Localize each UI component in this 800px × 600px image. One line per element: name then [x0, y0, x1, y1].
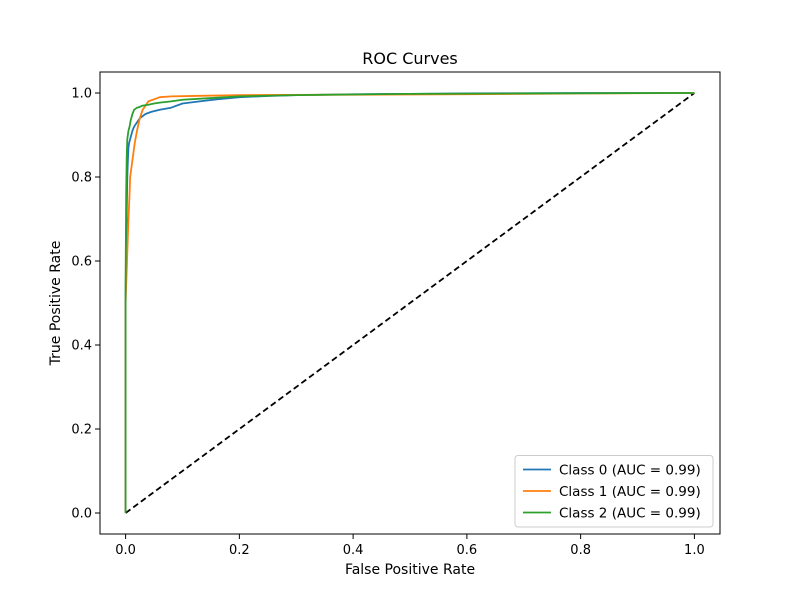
- legend-label: Class 1 (AUC = 0.99): [559, 484, 701, 500]
- y-tick-label: 1.0: [71, 87, 92, 102]
- y-tick-label: 0.2: [71, 423, 92, 438]
- legend-label: Class 0 (AUC = 0.99): [559, 463, 701, 479]
- y-tick-label: 0.6: [71, 255, 92, 270]
- x-tick-label: 0.2: [229, 543, 250, 558]
- x-tick-label: 0.8: [570, 543, 591, 558]
- legend-box: [514, 455, 714, 528]
- y-tick-label: 0.8: [71, 171, 92, 186]
- x-axis: 0.0 0.2 0.4 0.6 0.8 1.0: [115, 534, 705, 558]
- chance-diagonal-line: [125, 92, 695, 514]
- roc-curve-class-1: [124, 92, 695, 513]
- x-axis-label: False Positive Rate: [345, 562, 475, 578]
- roc-curve-class-2: [124, 92, 695, 513]
- chart-title: ROC Curves: [362, 49, 458, 68]
- series-lines: [124, 92, 695, 514]
- x-tick-label: 1.0: [684, 543, 705, 558]
- y-tick-label: 0.4: [71, 339, 92, 354]
- legend-label: Class 2 (AUC = 0.99): [559, 506, 701, 522]
- x-tick-label: 0.6: [457, 543, 478, 558]
- y-axis: 0.0 0.2 0.4 0.6 0.8 1.0: [71, 87, 100, 522]
- y-axis-label: True Positive Rate: [48, 241, 64, 367]
- x-tick-label: 0.4: [343, 543, 364, 558]
- legend: Class 0 (AUC = 0.99) Class 1 (AUC = 0.99)…: [514, 455, 714, 528]
- x-tick-label: 0.0: [115, 543, 136, 558]
- y-tick-label: 0.0: [71, 507, 92, 522]
